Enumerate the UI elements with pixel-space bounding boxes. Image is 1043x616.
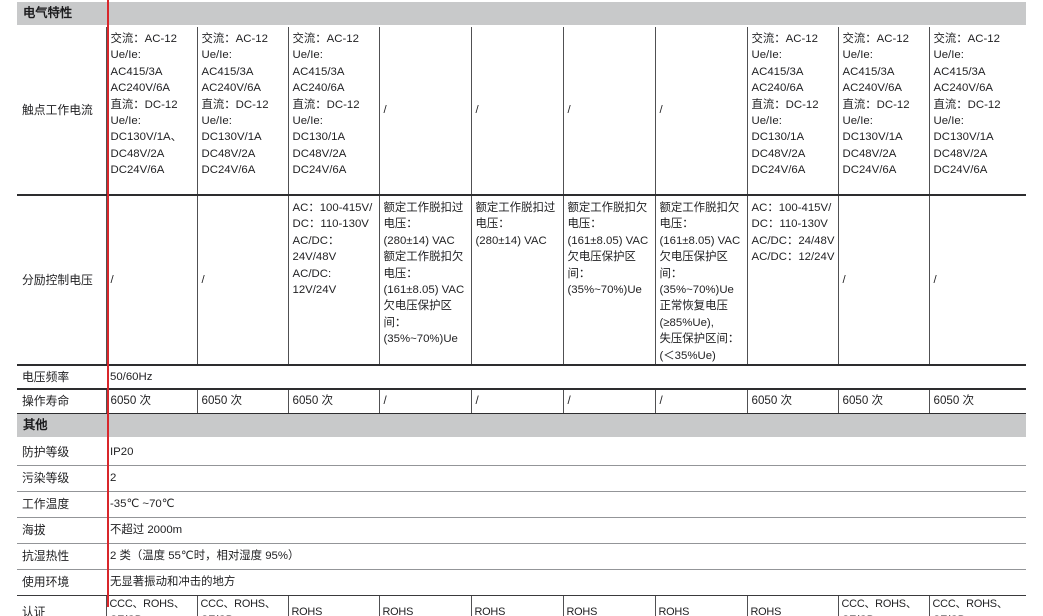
cell-shunt-control-voltage-col9: / <box>837 195 929 367</box>
value-pollution-degree: 2 <box>106 465 1027 493</box>
row-label-shunt-control-voltage: 分励控制电压 <box>17 195 106 367</box>
cell-service-life-col7: / <box>654 389 747 415</box>
row-shunt-control-voltage: 分励控制电压 / / AC：100-415V/ DC：110-130V AC/DC：2… <box>17 195 1027 367</box>
cell-contact-current-col1: 交流：AC-12 Ue/Ie: AC415/3A AC240V/6A 直流：DC… <box>105 26 197 196</box>
cell-shunt-control-voltage-col6: 额定工作脱扣欠 电压： (161±8.05) VAC 欠电压保护区间： (35%… <box>562 195 655 367</box>
cell-certification-col3: ROHS <box>287 595 379 616</box>
cell-contact-current-col9: 交流：AC-12 Ue/Ie: AC415/3A AC240V/6A 直流：DC… <box>837 26 929 196</box>
row-label-operating-environment: 使用环境 <box>17 569 106 597</box>
cell-shunt-control-voltage-col1: / <box>105 195 197 367</box>
section-title: 其他 <box>17 413 1027 440</box>
row-altitude: 海拔 不超过 2000m <box>17 517 1027 545</box>
row-label-service-life: 操作寿命 <box>17 389 106 415</box>
red-highlight-line <box>107 0 109 607</box>
value-voltage-frequency: 50/60Hz <box>106 365 1027 391</box>
section-bar-electrical-characteristics: 电气特性 <box>17 2 1027 27</box>
cell-shunt-control-voltage-col8: AC：100-415V/ DC：110-130V AC/DC：24/48V AC… <box>746 195 838 367</box>
cell-contact-current-col10: 交流：AC-12 Ue/Ie: AC415/3A AC240V/6A 直流：DC… <box>928 26 1027 196</box>
row-label-ip-rating: 防护等级 <box>17 438 106 467</box>
row-label-operating-temperature: 工作温度 <box>17 491 106 519</box>
row-contact-current: 触点工作电流 交流：AC-12 Ue/Ie: AC415/3A AC240V/6A… <box>17 26 1027 196</box>
row-label-altitude: 海拔 <box>17 517 106 545</box>
row-label-pollution-degree: 污染等级 <box>17 465 106 493</box>
row-pollution-degree: 污染等级 2 <box>17 465 1027 493</box>
cell-certification-col8: ROHS <box>746 595 838 616</box>
row-operating-temperature: 工作温度 -35℃ ~70℃ <box>17 491 1027 519</box>
row-damp-heat-resistance: 抗湿热性 2 类（温度 55℃时，相对湿度 95%） <box>17 543 1027 571</box>
cell-service-life-col4: / <box>378 389 471 415</box>
cell-service-life-col9: 6050 次 <box>837 389 929 415</box>
section-bar-other: 其他 <box>17 413 1027 440</box>
cell-contact-current-col2: 交流：AC-12 Ue/Ie: AC415/3A AC240V/6A 直流：DC… <box>196 26 288 196</box>
cell-certification-col10: CCC、ROHS、CE/CB <box>928 595 1027 616</box>
section-title: 电气特性 <box>17 2 1027 27</box>
cell-shunt-control-voltage-col10: / <box>928 195 1027 367</box>
cell-shunt-control-voltage-col3: AC：100-415V/ DC：110-130V AC/DC：24V/48V A… <box>287 195 379 367</box>
cell-certification-col7: ROHS <box>654 595 747 616</box>
row-ip-rating: 防护等级 IP20 <box>17 438 1027 467</box>
row-operating-environment: 使用环境 无显著振动和冲击的地方 <box>17 569 1027 597</box>
cell-service-life-col10: 6050 次 <box>928 389 1027 415</box>
cell-contact-current-col7: / <box>654 26 747 196</box>
cell-contact-current-col4: / <box>378 26 471 196</box>
cell-contact-current-col8: 交流：AC-12 Ue/Ie: AC415/3A AC240/6A 直流：DC-… <box>746 26 838 196</box>
cell-shunt-control-voltage-col4: 额定工作脱扣过 电压： (280±14) VAC 额定工作脱扣欠 电压： (16… <box>378 195 471 367</box>
row-label-damp-heat-resistance: 抗湿热性 <box>17 543 106 571</box>
row-voltage-frequency: 电压频率 50/60Hz <box>17 365 1027 391</box>
cell-certification-col1: CCC、ROHS、CE/CB <box>105 595 197 616</box>
cell-contact-current-col5: / <box>470 26 563 196</box>
cell-service-life-col1: 6050 次 <box>105 389 197 415</box>
cell-certification-col6: ROHS <box>562 595 655 616</box>
value-operating-environment: 无显著振动和冲击的地方 <box>106 569 1027 597</box>
cell-certification-col9: CCC、ROHS、CE/CB <box>837 595 929 616</box>
cell-contact-current-col6: / <box>562 26 655 196</box>
row-service-life: 操作寿命 6050 次 6050 次 6050 次 / / //6050 次 6050 次 60… <box>17 389 1027 415</box>
cell-service-life-col8: 6050 次 <box>746 389 838 415</box>
cell-certification-col5: ROHS <box>470 595 563 616</box>
row-label-contact-current: 触点工作电流 <box>17 26 106 196</box>
cell-service-life-col6: / <box>562 389 655 415</box>
cell-contact-current-col3: 交流：AC-12 Ue/Ie: AC415/3A AC240/6A 直流：DC-… <box>287 26 379 196</box>
cell-certification-col4: ROHS <box>378 595 471 616</box>
row-label-certification: 认证 <box>17 595 106 616</box>
cell-service-life-col3: 6050 次 <box>287 389 379 415</box>
value-ip-rating: IP20 <box>106 438 1027 467</box>
value-operating-temperature: -35℃ ~70℃ <box>106 491 1027 519</box>
cell-shunt-control-voltage-col5: 额定工作脱扣过 电压： (280±14) VAC <box>470 195 563 367</box>
row-certification: 认证CCC、ROHS、CE/CBCCC、ROHS、CE/CBROHSROHSRO… <box>17 595 1027 616</box>
cell-service-life-col5: / <box>470 389 563 415</box>
spec-table: 电气特性 触点工作电流 交流：AC-12 Ue/Ie: AC415/3A AC240… <box>17 2 1027 616</box>
row-label-voltage-frequency: 电压频率 <box>17 365 106 391</box>
cell-certification-col2: CCC、ROHS、CE/CB <box>196 595 288 616</box>
value-altitude: 不超过 2000m <box>106 517 1027 545</box>
cell-shunt-control-voltage-col2: / <box>196 195 288 367</box>
cell-service-life-col2: 6050 次 <box>196 389 288 415</box>
value-damp-heat-resistance: 2 类（温度 55℃时，相对湿度 95%） <box>106 543 1027 571</box>
cell-shunt-control-voltage-col7: 额定工作脱扣欠 电压： (161±8.05) VAC 欠电压保护区间： (35%… <box>654 195 747 367</box>
